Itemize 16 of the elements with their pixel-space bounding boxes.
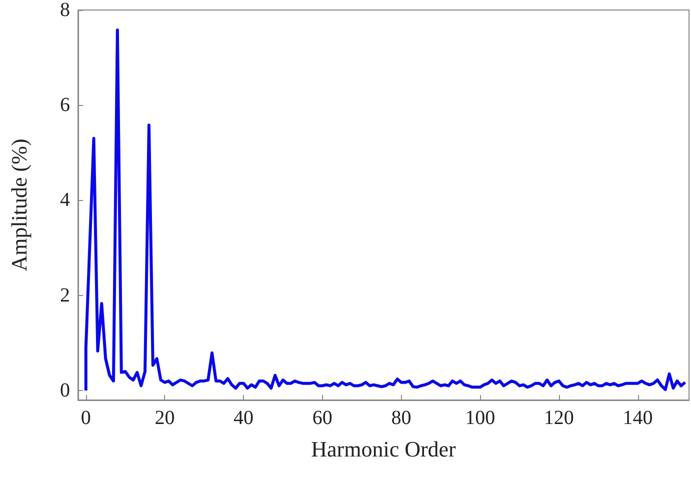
y-tick-label: 8 [60, 0, 70, 21]
x-axis-title: Harmonic Order [311, 436, 457, 462]
x-tick-label: 100 [465, 407, 496, 429]
y-tick-label: 0 [60, 379, 70, 402]
x-tick-label: 40 [234, 407, 254, 429]
x-tick-label: 0 [80, 407, 91, 429]
x-tick-label: 140 [622, 407, 653, 429]
y-tick-label: 2 [60, 284, 70, 306]
x-tick-label: 60 [312, 407, 332, 429]
y-tick-label: 4 [60, 189, 70, 212]
x-tick-label: 20 [154, 407, 175, 429]
line-series [84, 28, 687, 392]
x-tick-label: 120 [544, 407, 574, 429]
x-tick-label: 80 [391, 407, 412, 429]
y-axis-title: Amplitude (%) [6, 138, 32, 272]
y-tick-label: 6 [60, 94, 70, 116]
